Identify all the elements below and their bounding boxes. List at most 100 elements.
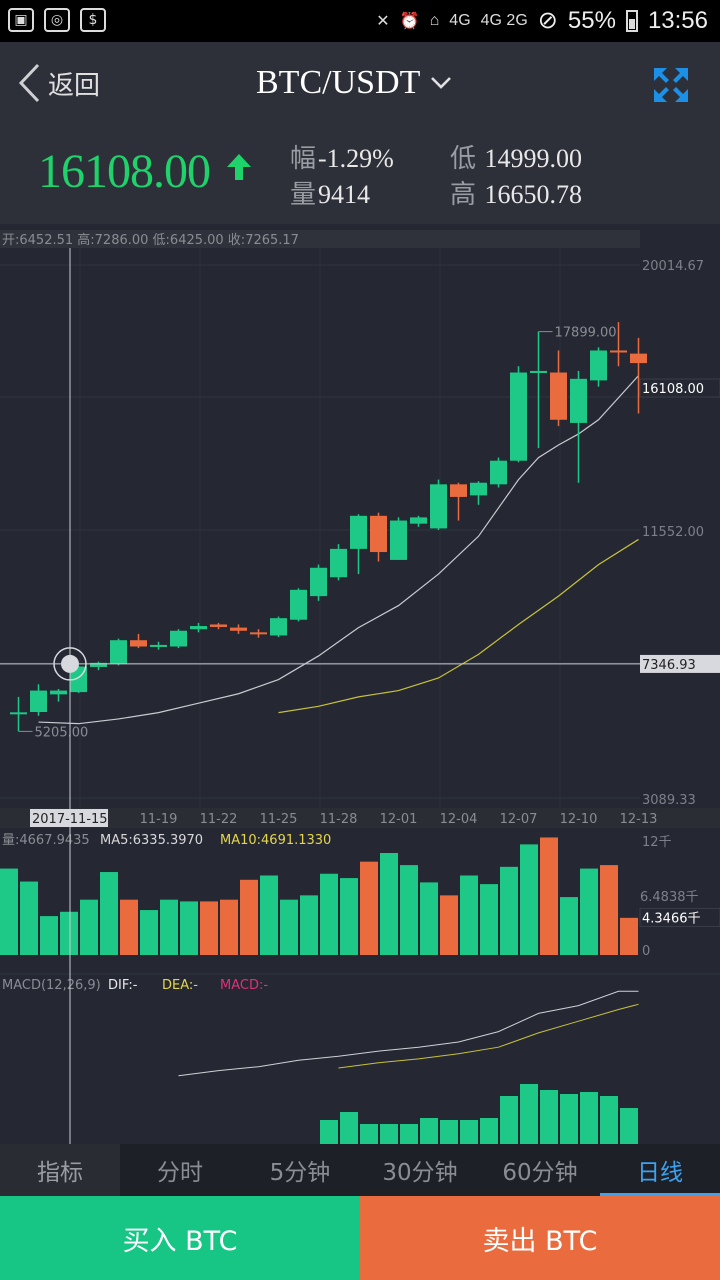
candle xyxy=(30,690,47,713)
candles xyxy=(10,322,647,732)
tab-30min[interactable]: 30分钟 xyxy=(382,1160,458,1186)
ma10-label: MA10:4691.1330 xyxy=(220,833,331,848)
macd-bar xyxy=(560,1094,578,1144)
volume-tag-label: 4.3466千 xyxy=(642,911,701,926)
tab-indicators[interactable]: 指标 xyxy=(0,1144,120,1196)
crosshair-price: 7346.93 xyxy=(642,658,696,673)
volume-bar xyxy=(320,873,338,955)
date-tick: 12-10 xyxy=(560,812,598,827)
candle xyxy=(230,627,247,631)
change-label: 幅 xyxy=(290,144,317,173)
macd-bar xyxy=(620,1108,638,1144)
macd-bar xyxy=(540,1090,558,1144)
macd-bar xyxy=(500,1096,518,1144)
macd-bar xyxy=(400,1124,418,1144)
date-tick: 11-19 xyxy=(140,812,178,827)
ma-lines xyxy=(38,375,639,725)
volume-bar xyxy=(540,837,558,955)
candle xyxy=(330,548,347,578)
price-tick: 20014.67 xyxy=(642,259,704,274)
macd-bar xyxy=(480,1118,498,1144)
crosshair-date-tag xyxy=(30,809,108,827)
low-stat: 低 14999.00 xyxy=(450,138,582,175)
dif-label: DIF:- xyxy=(108,978,138,993)
last-price-tag-label: 16108.00 xyxy=(642,382,704,397)
volume-bar xyxy=(220,899,238,955)
ma-line-yellow xyxy=(278,538,639,714)
tab-5min[interactable]: 5分钟 xyxy=(269,1160,331,1186)
candle xyxy=(530,370,547,373)
mute-icon: ✕ xyxy=(376,12,390,30)
macd-bar xyxy=(360,1124,378,1144)
tab-60min[interactable]: 60分钟 xyxy=(502,1160,578,1186)
wechat-icon: ◎ xyxy=(44,8,70,32)
candle xyxy=(90,662,107,667)
tab-time-share[interactable]: 分时 xyxy=(157,1160,203,1186)
candle xyxy=(630,353,647,364)
dif-line xyxy=(178,990,639,1077)
volume-tick: 6.4838千 xyxy=(640,890,699,905)
volume-bar xyxy=(20,881,38,955)
macd-bar xyxy=(320,1120,338,1144)
date-tick: 11-25 xyxy=(260,812,298,827)
kline-chart[interactable]: 开:6452.51 高:7286.00 低:6425.00 收:7265.17 … xyxy=(0,224,720,1144)
crosshair-dot xyxy=(61,654,79,673)
high-value: 16650.78 xyxy=(484,180,583,209)
candle xyxy=(210,624,227,627)
pair-title: BTC/USDT xyxy=(256,64,421,101)
period-tabs: 指标 分时 5分钟 30分钟 60分钟 日线 xyxy=(0,1144,720,1196)
tab-daily[interactable]: 日线 xyxy=(600,1144,720,1196)
buy-button[interactable]: 买入 BTC xyxy=(0,1196,360,1280)
candle xyxy=(550,372,567,420)
volume-bar xyxy=(200,901,218,955)
volume-label: 量:4667.9435 xyxy=(2,833,90,848)
macd-title: MACD(12,26,9) xyxy=(2,978,101,993)
date-axis-bg xyxy=(0,808,720,828)
candle xyxy=(10,712,27,715)
candle xyxy=(590,350,607,381)
volume-bar xyxy=(100,872,118,955)
change-value: -1.29% xyxy=(318,144,394,173)
macd-bar xyxy=(340,1112,358,1144)
candle xyxy=(250,632,267,635)
battery-percent: 55% xyxy=(567,6,616,34)
volume-bar xyxy=(520,844,538,955)
candle xyxy=(390,520,407,560)
crosshair[interactable]: 7346.93 2017-11-15 xyxy=(0,248,720,1144)
candle xyxy=(190,626,207,630)
volume-tick: 12千 xyxy=(642,835,672,850)
volume-bar xyxy=(280,899,298,955)
network2-label: 4G 2G xyxy=(480,11,528,29)
volume-bar xyxy=(600,865,618,955)
fullscreen-icon[interactable] xyxy=(652,66,690,104)
pair-selector[interactable]: BTC/USDT xyxy=(256,64,452,102)
volume-bar xyxy=(480,884,498,955)
header: 返回 BTC/USDT xyxy=(0,42,720,128)
volume-bar xyxy=(160,899,178,955)
ohlc-readout: 开:6452.51 高:7286.00 低:6425.00 收:7265.17 xyxy=(2,232,299,248)
candle xyxy=(350,515,367,549)
candle xyxy=(50,690,67,695)
sell-button[interactable]: 卖出 BTC xyxy=(360,1196,720,1280)
arrow-up-icon xyxy=(227,154,251,180)
crosshair-date: 2017-11-15 xyxy=(32,812,108,827)
volume-bar xyxy=(400,865,418,955)
volume-bar xyxy=(440,895,458,955)
date-tick: 12-13 xyxy=(620,812,658,827)
candle xyxy=(270,618,287,636)
crosshair-price-tag xyxy=(640,654,720,673)
network-label: 4G xyxy=(449,11,471,29)
volume-tick: 0 xyxy=(642,944,650,959)
price-summary: 16108.00 幅-1.29% 量9414 低 14999.00 高 1665… xyxy=(0,128,720,224)
battery-icon xyxy=(625,9,638,32)
candle xyxy=(570,378,587,423)
volume-bar xyxy=(560,897,578,955)
price-axis: 20014.67 11552.00 3089.33 16108.00 17899.00 5… xyxy=(18,259,720,808)
chevron-left-icon xyxy=(18,63,40,103)
macd-bar xyxy=(580,1092,598,1144)
volume-bar xyxy=(260,875,278,955)
dnd-icon: ⊘ xyxy=(537,7,558,34)
volume-bar xyxy=(380,853,398,955)
back-button[interactable]: 返回 xyxy=(16,62,100,104)
volume-bar xyxy=(460,875,478,955)
